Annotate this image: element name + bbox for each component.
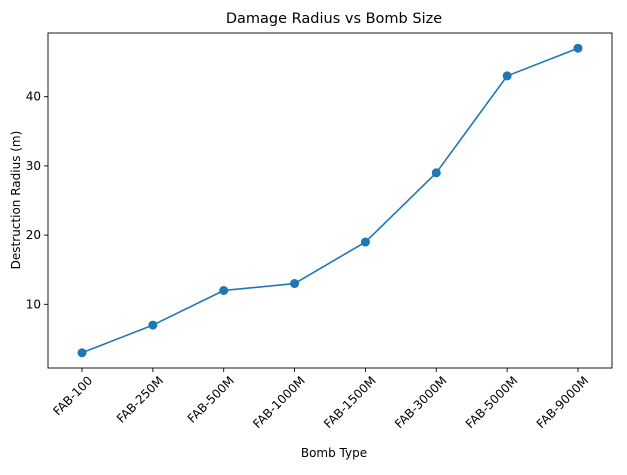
x-axis-label: Bomb Type	[301, 446, 367, 460]
y-tick-label: 10	[26, 297, 41, 311]
data-point	[573, 43, 583, 53]
data-point	[290, 279, 300, 289]
data-point	[360, 237, 370, 247]
y-tick-label: 30	[26, 159, 41, 173]
y-tick-label: 40	[26, 90, 41, 104]
data-point	[431, 168, 441, 178]
chart-title: Damage Radius vs Bomb Size	[226, 11, 442, 27]
data-point	[77, 348, 87, 358]
series-line	[81, 47, 579, 354]
data-point	[219, 285, 229, 295]
y-axis-label: Destruction Radius (m)	[9, 131, 23, 270]
data-point	[502, 71, 512, 81]
y-tick-label: 20	[26, 228, 41, 242]
data-point	[148, 320, 158, 330]
axes-frame	[47, 32, 613, 369]
